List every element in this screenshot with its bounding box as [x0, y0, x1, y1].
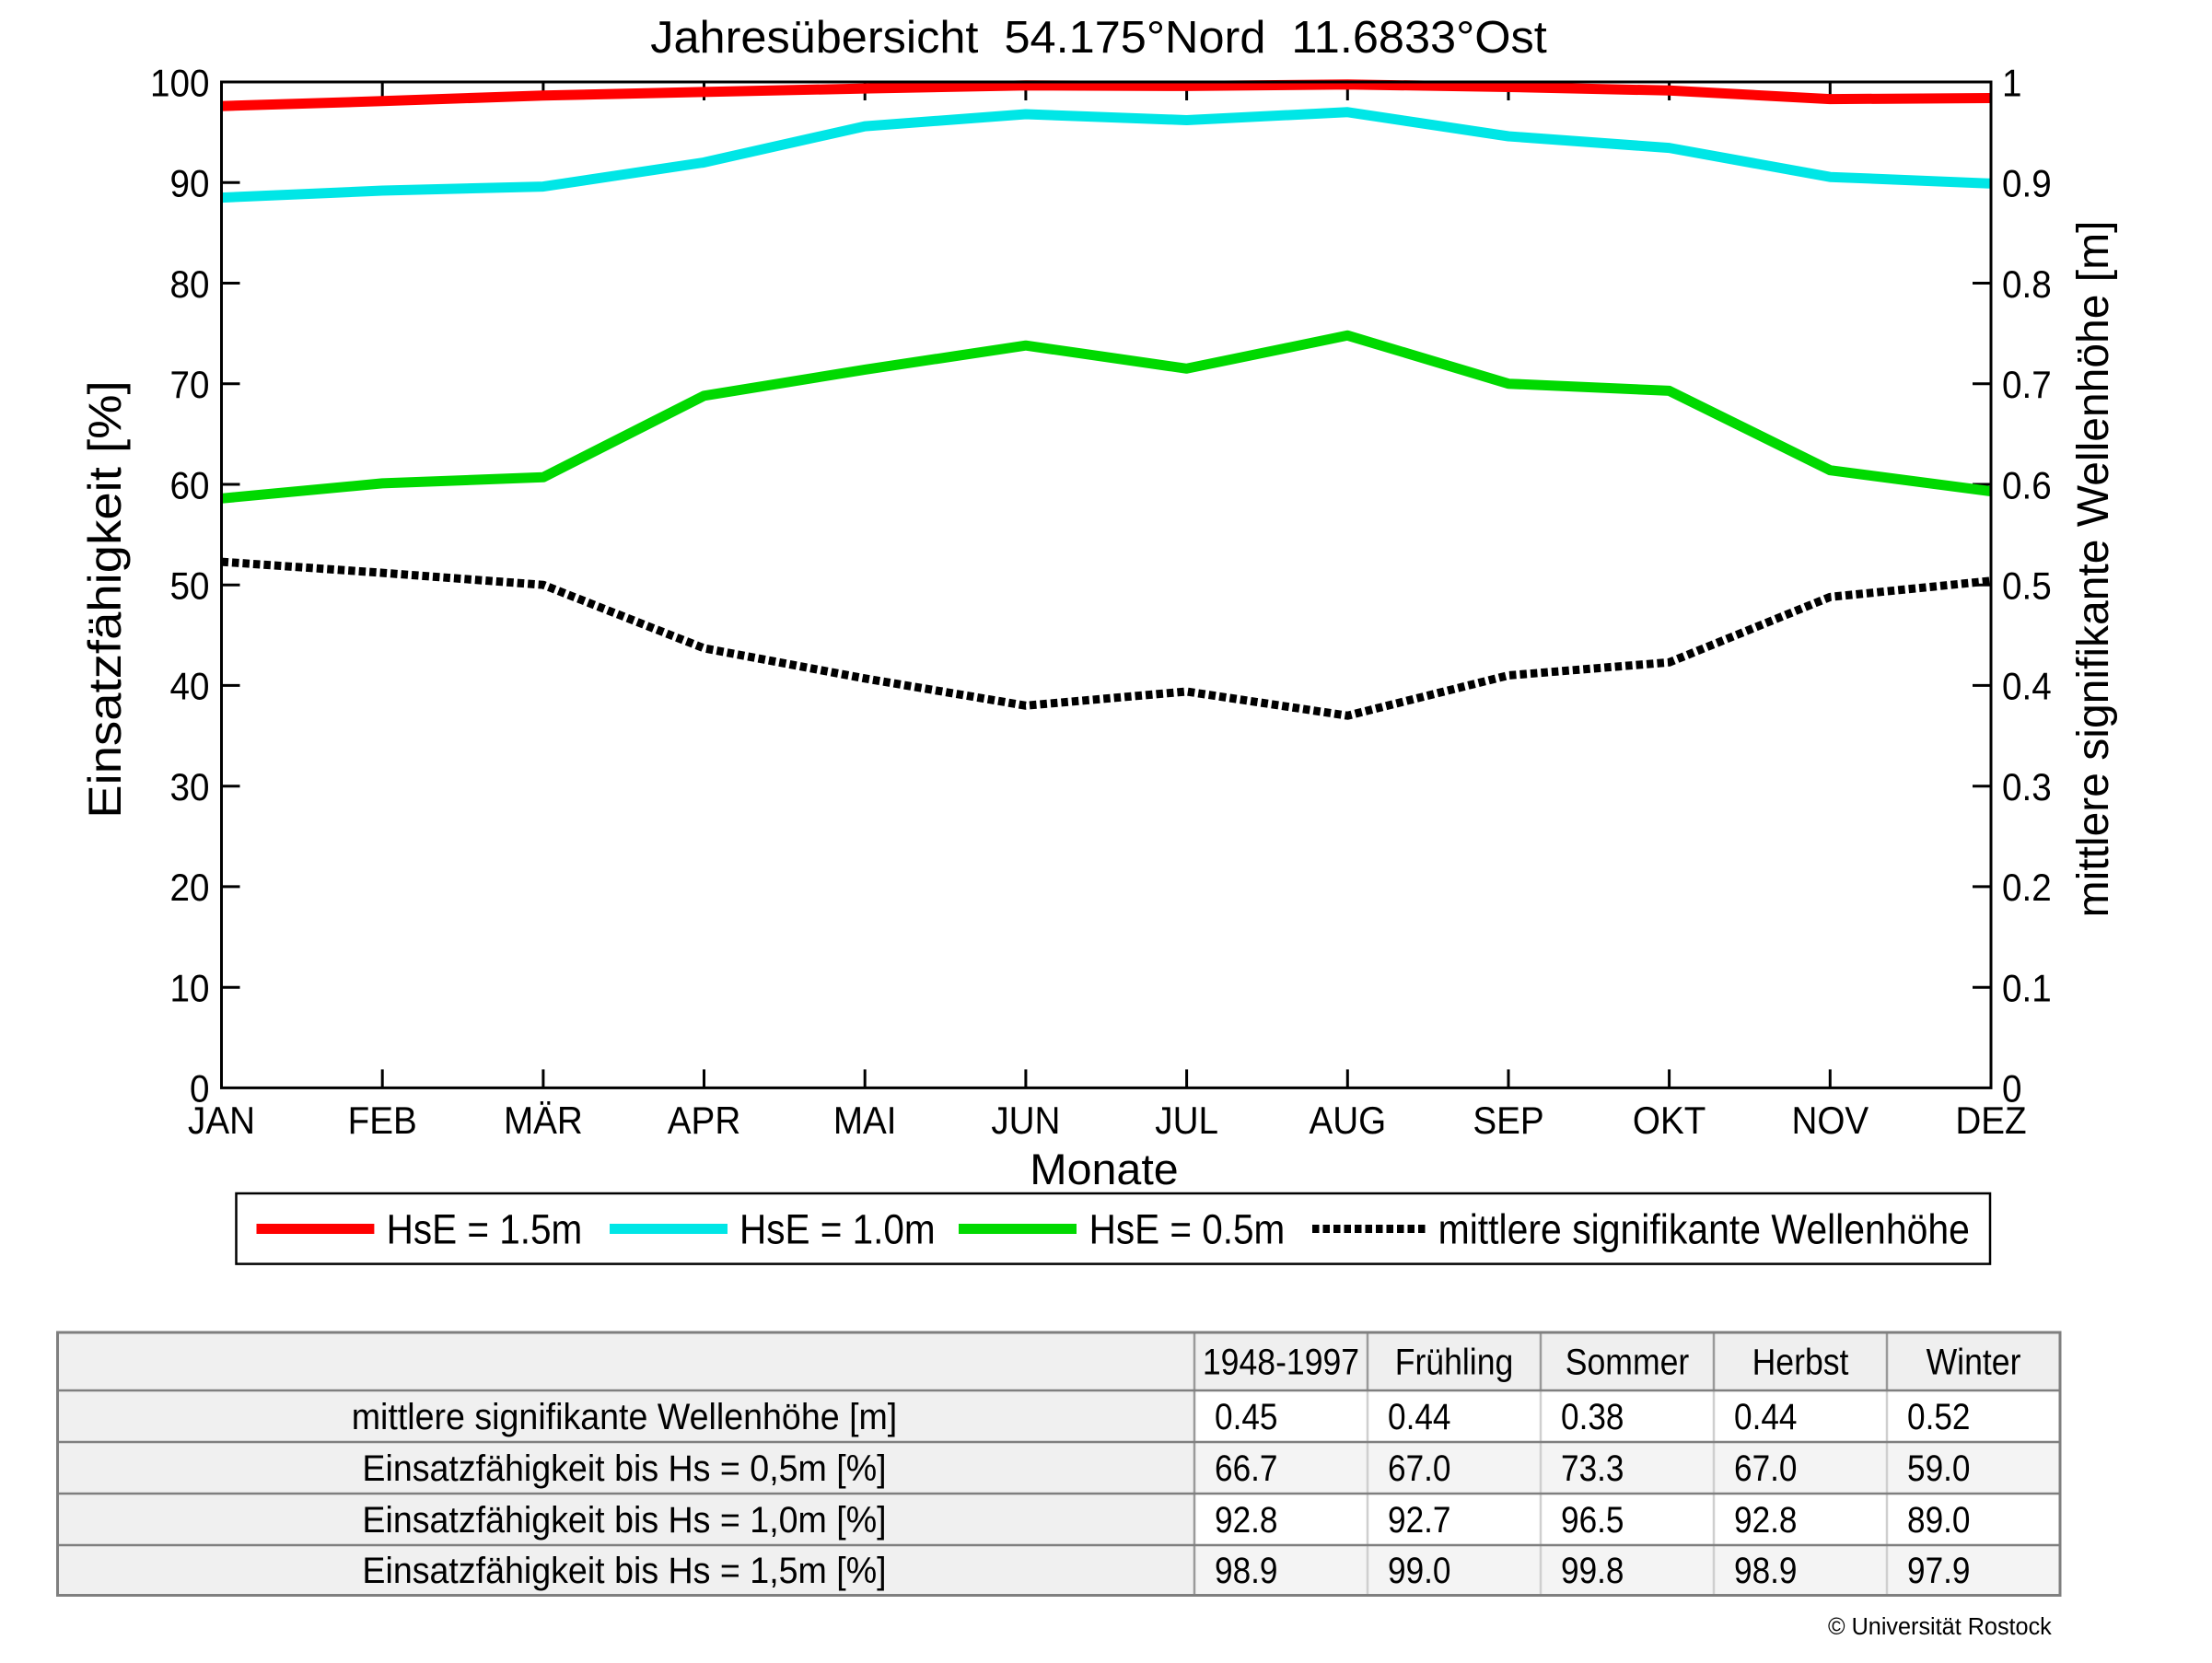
svg-text:98.9: 98.9 — [1734, 1550, 1797, 1591]
svg-text:96.5: 96.5 — [1561, 1499, 1624, 1541]
svg-text:mittlere signifikante Wellenhö: mittlere signifikante Wellenhöhe — [1438, 1207, 1970, 1253]
svg-text:Einsatzfähigkeit bis Hs = 0,5m: Einsatzfähigkeit bis Hs = 0,5m [%] — [362, 1448, 886, 1489]
svg-text:80: 80 — [170, 262, 210, 306]
svg-text:HsE = 0.5m: HsE = 0.5m — [1089, 1207, 1286, 1253]
svg-text:0.5: 0.5 — [2002, 564, 2052, 608]
svg-text:98.9: 98.9 — [1215, 1550, 1277, 1591]
svg-text:Frühling: Frühling — [1395, 1343, 1514, 1383]
svg-text:SEP: SEP — [1473, 1098, 1543, 1142]
svg-text:0.7: 0.7 — [2002, 362, 2052, 406]
svg-text:Einsatzfähigkeit bis Hs = 1,0m: Einsatzfähigkeit bis Hs = 1,0m [%] — [362, 1500, 886, 1541]
svg-text:mittlere signifikante Wellenhö: mittlere signifikante Wellenhöhe [m] — [352, 1397, 898, 1437]
svg-text:JUL: JUL — [1155, 1098, 1218, 1142]
svg-text:Herbst: Herbst — [1752, 1343, 1849, 1383]
svg-text:DEZ: DEZ — [1955, 1098, 2026, 1142]
svg-text:0.52: 0.52 — [1907, 1396, 1970, 1437]
svg-text:HsE = 1.5m: HsE = 1.5m — [387, 1207, 583, 1253]
svg-text:1948-1997: 1948-1997 — [1203, 1343, 1359, 1383]
svg-text:92.8: 92.8 — [1215, 1499, 1277, 1541]
svg-text:AUG: AUG — [1309, 1098, 1386, 1142]
svg-text:JAN: JAN — [188, 1098, 255, 1142]
svg-text:Einsatzfähigkeit bis Hs = 1,5m: Einsatzfähigkeit bis Hs = 1,5m [%] — [362, 1551, 886, 1591]
svg-text:HsE = 1.0m: HsE = 1.0m — [739, 1207, 936, 1253]
svg-text:Sommer: Sommer — [1566, 1343, 1689, 1383]
svg-text:0.1: 0.1 — [2002, 966, 2052, 1010]
svg-text:0.4: 0.4 — [2002, 664, 2052, 708]
svg-text:© Universität Rostock: © Universität Rostock — [1828, 1614, 2052, 1640]
svg-text:OKT: OKT — [1633, 1098, 1706, 1142]
svg-text:mittlere signifikante Wellenhö: mittlere signifikante Wellenhöhe [m] — [2069, 221, 2118, 918]
svg-text:0.44: 0.44 — [1388, 1396, 1450, 1437]
svg-text:0.45: 0.45 — [1215, 1396, 1277, 1437]
svg-text:Jahresübersicht 54.175°Nord: Jahresübersicht 54.175°Nord 11.6833°Ost — [650, 12, 1547, 63]
svg-text:0.9: 0.9 — [2002, 161, 2052, 205]
svg-text:90: 90 — [170, 161, 210, 205]
svg-text:JUN: JUN — [991, 1098, 1060, 1142]
svg-text:1: 1 — [2002, 61, 2021, 105]
svg-text:66.7: 66.7 — [1215, 1448, 1277, 1489]
svg-text:92.8: 92.8 — [1734, 1499, 1797, 1541]
svg-text:50: 50 — [170, 564, 210, 608]
svg-text:0.44: 0.44 — [1734, 1396, 1797, 1437]
svg-text:Einsatzfähigkeit [%]: Einsatzfähigkeit [%] — [80, 380, 131, 818]
svg-text:40: 40 — [170, 664, 210, 708]
svg-text:0: 0 — [190, 1066, 209, 1111]
svg-text:97.9: 97.9 — [1907, 1550, 1970, 1591]
svg-text:0.8: 0.8 — [2002, 262, 2052, 306]
svg-text:20: 20 — [170, 866, 210, 910]
svg-text:0.3: 0.3 — [2002, 764, 2052, 808]
svg-text:0.38: 0.38 — [1561, 1396, 1624, 1437]
svg-text:67.0: 67.0 — [1734, 1448, 1797, 1489]
svg-text:Winter: Winter — [1927, 1343, 2021, 1383]
svg-text:99.0: 99.0 — [1388, 1550, 1450, 1591]
svg-text:MÄR: MÄR — [504, 1098, 583, 1142]
svg-text:0.2: 0.2 — [2002, 866, 2052, 910]
svg-text:89.0: 89.0 — [1907, 1499, 1970, 1541]
svg-text:NOV: NOV — [1791, 1098, 1869, 1142]
svg-text:60: 60 — [170, 463, 210, 507]
svg-text:MAI: MAI — [833, 1098, 897, 1142]
svg-text:APR: APR — [668, 1098, 740, 1142]
svg-text:70: 70 — [170, 362, 210, 406]
svg-text:Monate: Monate — [1030, 1146, 1178, 1194]
svg-text:67.0: 67.0 — [1388, 1448, 1450, 1489]
svg-text:100: 100 — [150, 61, 209, 105]
svg-text:99.8: 99.8 — [1561, 1550, 1624, 1591]
svg-text:59.0: 59.0 — [1907, 1448, 1970, 1489]
svg-text:0.6: 0.6 — [2002, 463, 2052, 507]
svg-text:0: 0 — [2002, 1066, 2021, 1111]
svg-text:92.7: 92.7 — [1388, 1499, 1450, 1541]
svg-text:10: 10 — [170, 966, 210, 1010]
svg-text:FEB: FEB — [348, 1098, 417, 1142]
svg-text:73.3: 73.3 — [1561, 1448, 1624, 1489]
svg-text:30: 30 — [170, 764, 210, 808]
